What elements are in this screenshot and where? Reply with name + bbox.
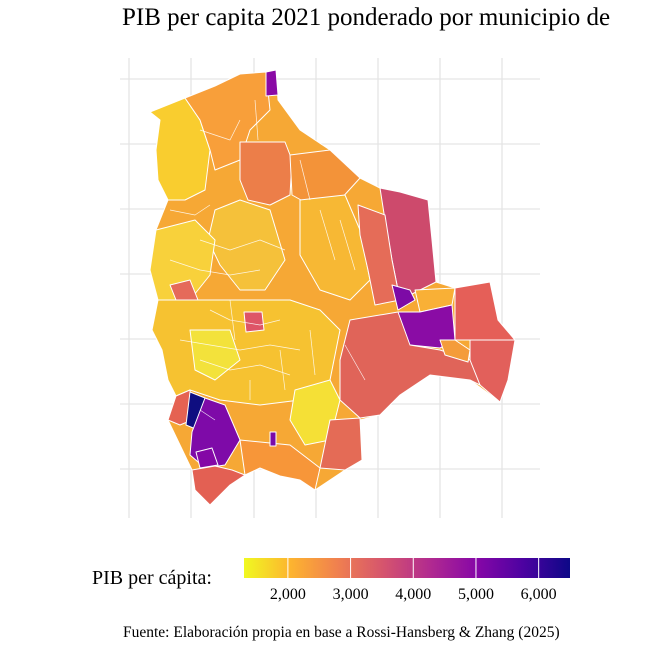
legend-gradient bbox=[244, 558, 570, 578]
legend-label: PIB per cápita: bbox=[92, 567, 212, 589]
map-region-cochabamba-red bbox=[243, 311, 265, 333]
map-region-altiplano-central bbox=[151, 299, 341, 406]
legend-tick-label: 5,000 bbox=[457, 586, 494, 603]
map-region-potosi-inner-purple bbox=[195, 447, 219, 469]
map-region-central-orange bbox=[239, 141, 293, 206]
legend-tick-label: 4,000 bbox=[395, 586, 432, 603]
map-region-sc-far-east bbox=[469, 339, 516, 403]
map-region-north-tip bbox=[265, 69, 279, 97]
legend-tick-label: 6,000 bbox=[520, 586, 557, 603]
legend-tick-label: 3,000 bbox=[332, 586, 369, 603]
map-region-tarija bbox=[319, 417, 363, 471]
map-region-small-purple bbox=[269, 431, 277, 447]
map-region-santa-cruz-east bbox=[454, 281, 516, 341]
legend-tick-label: 2,000 bbox=[269, 586, 306, 603]
map-region-santa-cruz-south bbox=[339, 311, 481, 419]
map-region-altiplano-west bbox=[149, 219, 216, 301]
map-region-sc-west bbox=[357, 204, 401, 306]
legend-colorbar bbox=[244, 558, 570, 578]
map-region-sc-orange-strip bbox=[439, 339, 471, 363]
map-region-beni-south bbox=[299, 194, 371, 301]
map-title: PIB per capita 2021 ponderado por munici… bbox=[122, 4, 611, 31]
map-region-chuquisaca bbox=[239, 439, 321, 491]
map-region-oruro-yellow bbox=[189, 329, 241, 381]
map-region-north-central bbox=[184, 71, 271, 171]
caption: Fuente: Elaboración propia en base a Ros… bbox=[123, 624, 560, 641]
municipal-borders bbox=[169, 99, 366, 421]
map-region-potosi-south-red bbox=[191, 465, 246, 506]
map-region-sc-purple bbox=[391, 284, 416, 311]
